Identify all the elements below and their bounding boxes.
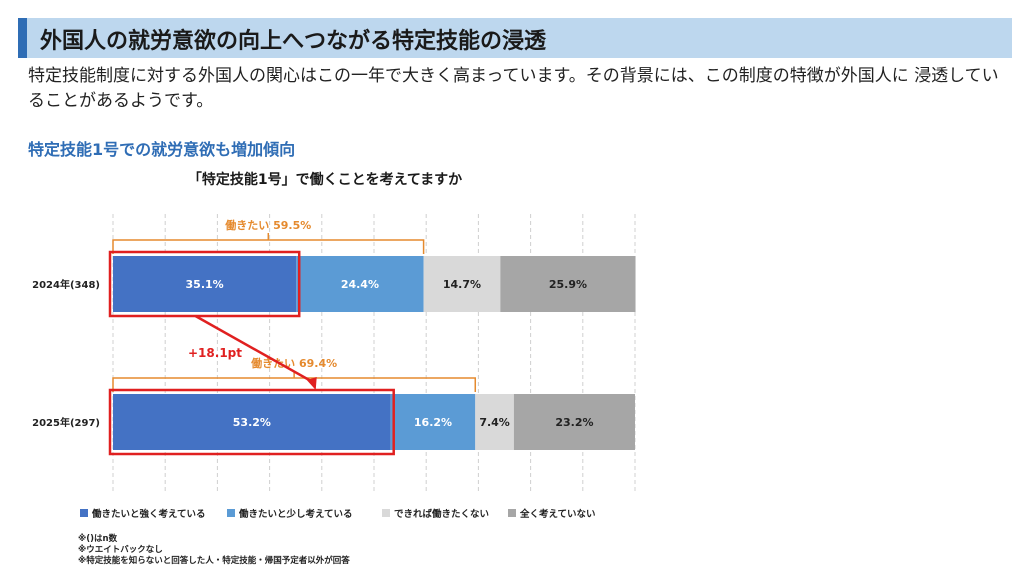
chart-subheading: 特定技能1号での就労意欲も増加傾向 xyxy=(28,140,296,159)
bar-segment xyxy=(475,394,514,450)
arrow-head xyxy=(306,377,317,390)
data-label: 7.4% xyxy=(479,416,510,429)
bar-segment xyxy=(423,256,501,312)
difference-arrow xyxy=(194,314,314,384)
legend-swatch xyxy=(227,509,235,517)
note-n-count: ※()はn数 xyxy=(78,534,118,544)
highlight-box xyxy=(108,250,301,318)
bar-segment xyxy=(296,256,424,312)
bar-segment xyxy=(390,394,476,450)
bar-segment xyxy=(113,256,297,312)
legend-swatch xyxy=(508,509,516,517)
bracket-label: 働きたい 69.4% xyxy=(250,356,337,370)
bracket-label: 働きたい 59.5% xyxy=(224,218,311,232)
data-label: 14.7% xyxy=(443,278,481,291)
intro-text: 特定技能制度に対する外国人の関心はこの一年で大きく高まっています。その背景には、… xyxy=(28,66,999,111)
legend-label: できれば働きたくない xyxy=(394,508,489,520)
legend-swatch xyxy=(382,509,390,517)
legend-label: 働きたいと強く考えている xyxy=(91,508,206,520)
note-no-weightback: ※ウエイトバックなし xyxy=(78,545,163,555)
legend-swatch xyxy=(80,509,88,517)
category-label: 2024年(348) xyxy=(32,278,100,291)
bar-segment xyxy=(513,394,635,450)
total-bracket xyxy=(112,233,425,254)
note-respondents: ※特定技能を知らないと回答した人・特定技能・帰国予定者以外が回答 xyxy=(78,556,350,566)
highlight-box xyxy=(108,388,395,456)
data-label: 24.4% xyxy=(341,278,379,291)
bar-segment xyxy=(113,394,391,450)
difference-label: +18.1pt xyxy=(188,346,242,360)
data-label: 16.2% xyxy=(414,416,452,429)
page-title: 外国人の就労意欲の向上へつながる特定技能の浸透 xyxy=(40,29,547,54)
chart-title: 「特定技能1号」で働くことを考えてますか xyxy=(188,171,462,188)
data-label: 25.9% xyxy=(549,278,587,291)
legend-label: 全く考えていない xyxy=(519,508,596,520)
data-label: 53.2% xyxy=(233,416,271,429)
data-label: 23.2% xyxy=(555,416,593,429)
title-accent xyxy=(18,18,27,58)
title-bar: 外国人の就労意欲の向上へつながる特定技能の浸透 xyxy=(18,18,1012,58)
bar-segment xyxy=(500,256,636,312)
data-label: 35.1% xyxy=(186,278,224,291)
category-label: 2025年(297) xyxy=(32,416,100,429)
legend-label: 働きたいと少し考えている xyxy=(238,508,353,520)
